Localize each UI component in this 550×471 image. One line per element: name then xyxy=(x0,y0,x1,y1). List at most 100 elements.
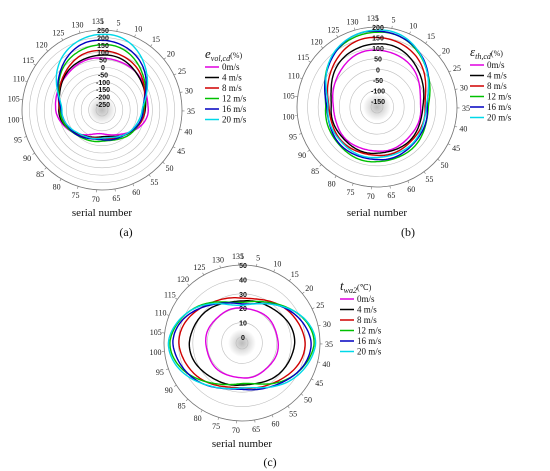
radial-tick-label: 50 xyxy=(239,263,247,270)
theta-tick-mark xyxy=(302,291,305,294)
radial-tick-label: 150 xyxy=(372,36,384,43)
radial-tick-label: 0 xyxy=(101,65,105,72)
theta-tick-mark xyxy=(134,34,136,38)
grid-ring xyxy=(80,88,124,132)
polar-grid-a xyxy=(21,29,183,191)
theta-tick-mark xyxy=(44,167,47,170)
radial-tick-label: -200 xyxy=(96,95,110,102)
theta-tick-label: 90 xyxy=(298,151,306,160)
grid-ring xyxy=(338,68,416,146)
theta-tick-mark xyxy=(307,149,310,152)
theta-tick-label: 20 xyxy=(442,47,450,56)
theta-tick-mark xyxy=(423,171,426,174)
theta-tick-label: 95 xyxy=(289,132,297,141)
grid-ring xyxy=(88,96,116,124)
theta-ticks-c: 1 510152025303540455055606570758085909510… xyxy=(149,252,333,435)
theta-tick-label: 60 xyxy=(407,185,415,194)
theta-tick-mark xyxy=(166,314,170,316)
theta-tick-label: 85 xyxy=(36,170,44,179)
theta-tick-mark xyxy=(162,161,165,164)
theta-tick-label: 55 xyxy=(150,178,158,187)
grid-ring xyxy=(370,100,384,114)
theta-tick-mark xyxy=(336,34,339,38)
legend-entry: 8 m/s xyxy=(222,83,242,93)
radial-tick-label: -150 xyxy=(371,99,385,106)
legend-title: twa2(℃) xyxy=(340,278,372,295)
legend-entry: 0m/s xyxy=(487,60,505,70)
theta-tick-label: 110 xyxy=(155,308,167,317)
theta-tick-label: 105 xyxy=(8,95,20,104)
theta-tick-label: 135 xyxy=(367,14,379,23)
theta-tick-label: 60 xyxy=(272,419,280,428)
legend-entry: 8 m/s xyxy=(357,315,377,325)
theta-tick-label: 10 xyxy=(409,22,417,31)
theta-tick-mark xyxy=(179,129,183,131)
theta-tick-label: 45 xyxy=(315,379,323,388)
theta-ticks-a: 1 510152025303540455055606570758085909510… xyxy=(7,17,195,204)
theta-tick-mark xyxy=(271,414,274,418)
theta-tick-mark xyxy=(172,146,176,149)
theta-tick-mark xyxy=(300,393,304,396)
theta-tick-mark xyxy=(447,143,451,146)
grid-ring xyxy=(349,79,405,135)
theta-tick-label: 5 xyxy=(116,19,120,28)
legend-entry: 0m/s xyxy=(222,62,240,72)
theta-tick-mark xyxy=(308,60,311,63)
theta-tick-mark xyxy=(45,49,49,52)
theta-tick-label: 35 xyxy=(187,107,195,116)
theta-tick-label: 20 xyxy=(305,284,313,293)
theta-tick-label: 65 xyxy=(112,194,120,203)
theta-tick-label: 40 xyxy=(184,128,192,137)
legend-entry: 12 m/s xyxy=(487,92,512,102)
theta-tick-mark xyxy=(33,63,36,66)
xlabel-b: serial number xyxy=(347,207,408,219)
theta-tick-label: 100 xyxy=(7,115,19,124)
theta-tick-label: 1 xyxy=(375,14,379,23)
radial-tick-label: 50 xyxy=(374,57,382,64)
legend-entry: 0m/s xyxy=(357,294,375,304)
theta-tick-mark xyxy=(179,91,183,93)
theta-tick-mark xyxy=(132,183,135,187)
theta-tick-label: 120 xyxy=(311,38,323,47)
theta-tick-mark xyxy=(273,269,276,272)
theta-tick-label: 40 xyxy=(322,360,330,369)
theta-tick-mark xyxy=(202,272,205,276)
theta-tick-mark xyxy=(163,57,167,60)
theta-tick-label: 5 xyxy=(391,16,395,25)
theta-tick-label: 125 xyxy=(193,263,205,272)
theta-tick-label: 50 xyxy=(441,161,449,170)
theta-tick-mark xyxy=(287,405,290,409)
series-line xyxy=(58,54,147,139)
theta-tick-label: 75 xyxy=(212,422,220,431)
theta-tick-mark xyxy=(32,152,35,155)
series-group-b xyxy=(323,29,431,163)
radial-tick-label: 100 xyxy=(372,46,384,53)
radial-tick-label: 150 xyxy=(97,43,109,50)
grid-ring xyxy=(95,103,109,117)
theta-tick-label: 55 xyxy=(425,175,433,184)
legend-entry: 12 m/s xyxy=(222,94,247,104)
xlabel-c: serial number xyxy=(212,438,273,450)
series-line xyxy=(57,39,147,141)
grid-ring xyxy=(29,37,175,183)
series-line xyxy=(332,49,422,152)
legend-c: twa2(℃)0m/s4 m/s8 m/s12 m/s16 m/s20 m/s xyxy=(340,278,382,357)
radial-tick-label: 30 xyxy=(239,292,247,299)
theta-tick-label: 115 xyxy=(164,290,176,299)
radial-tick-label: 20 xyxy=(239,306,247,313)
theta-tick-mark xyxy=(334,175,337,179)
theta-tick-label: 15 xyxy=(152,35,160,44)
theta-tick-label: 45 xyxy=(452,144,460,153)
theta-tick-label: 115 xyxy=(297,53,309,62)
theta-tick-label: 10 xyxy=(134,25,142,34)
theta-tick-label: 100 xyxy=(149,348,161,357)
theta-ticks-b: 1 510152025303540455055606570758085909510… xyxy=(282,14,470,201)
radial-tick-label: -100 xyxy=(371,88,385,95)
legend-title: εth,cd(%) xyxy=(470,44,503,61)
panel-label-a: (a) xyxy=(119,225,132,239)
grid-ring xyxy=(192,293,292,393)
radial-tick-label: 0 xyxy=(241,335,245,342)
